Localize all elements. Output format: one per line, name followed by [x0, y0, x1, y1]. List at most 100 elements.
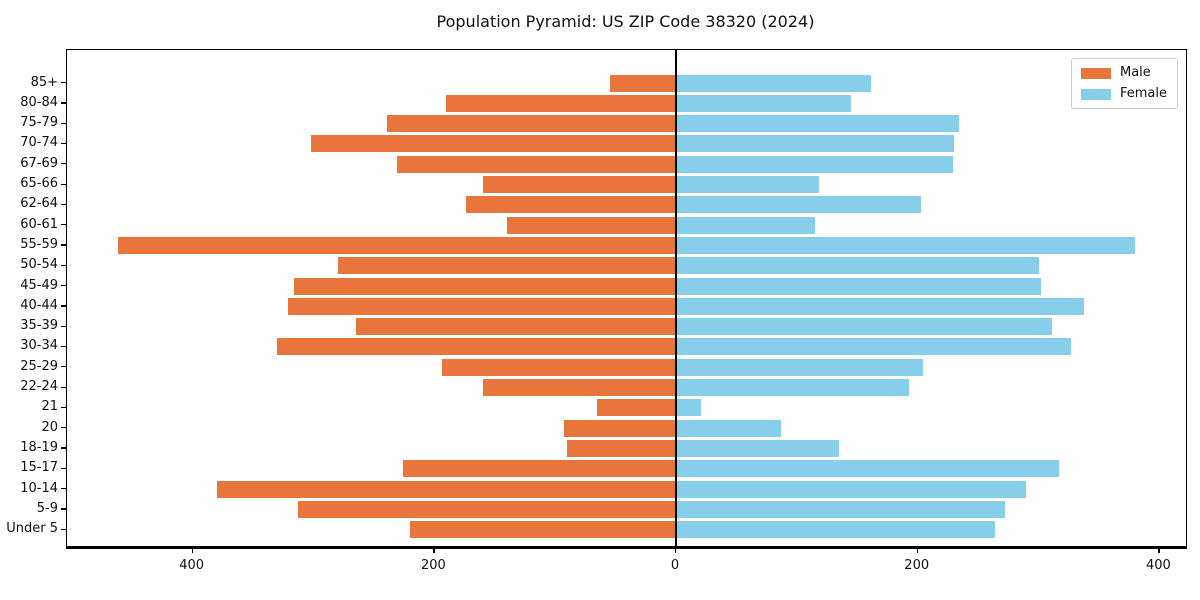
chart-title: Population Pyramid: US ZIP Code 38320 (2… — [436, 12, 815, 31]
xtick-mark — [191, 548, 193, 553]
bar-female-18-19 — [676, 439, 840, 457]
ytick-label-25-29: 25-29 — [20, 358, 58, 374]
ytick-mark — [61, 224, 66, 226]
bar-female-67-69 — [676, 155, 953, 173]
ytick-label-18-19: 18-19 — [20, 439, 58, 455]
ytick-mark — [61, 203, 66, 206]
ytick-label-62-64: 62-64 — [20, 196, 58, 212]
bar-male-25-29 — [441, 358, 677, 376]
ytick-mark — [61, 122, 66, 124]
ytick-label-10-14: 10-14 — [20, 480, 58, 496]
bar-female-85+ — [676, 74, 871, 92]
ytick-mark — [61, 163, 66, 165]
xtick-mark — [675, 548, 677, 553]
ytick-label-65-66: 65-66 — [20, 176, 58, 191]
bar-male-10-14 — [216, 480, 677, 498]
xtick-mark — [916, 548, 919, 553]
female-swatch-icon — [1080, 88, 1111, 100]
bar-female-45-49 — [676, 277, 1041, 295]
bar-male-75-79 — [387, 115, 677, 133]
bar-male-60-61 — [506, 216, 677, 234]
ytick-label-60-61: 60-61 — [20, 216, 58, 232]
bar-male-22-24 — [482, 379, 677, 396]
bar-male-65-66 — [482, 176, 677, 193]
legend-label-male: Male — [1119, 65, 1151, 80]
ytick-mark — [61, 427, 66, 429]
ytick-label-45-49: 45-49 — [20, 277, 58, 293]
ytick-mark — [61, 82, 66, 84]
ytick-mark — [61, 366, 66, 368]
bar-female-70-74 — [676, 135, 954, 153]
bar-female-21 — [676, 399, 702, 417]
bar-female-80-84 — [676, 94, 852, 112]
bar-male-5-9 — [297, 500, 677, 518]
ytick-label-85+: 85+ — [30, 74, 58, 90]
xtick-mark — [1158, 548, 1160, 553]
ytick-label-5-9: 5-9 — [36, 500, 58, 516]
ytick-mark — [61, 264, 66, 266]
bar-male-40-44 — [288, 297, 677, 315]
ytick-mark — [61, 488, 66, 490]
plot-area: Male Female — [66, 49, 1187, 549]
bar-female-35-39 — [676, 318, 1052, 336]
xtick-label-400: 400 — [179, 558, 205, 573]
ytick-label-35-39: 35-39 — [20, 318, 58, 334]
legend: Male Female — [1070, 58, 1178, 109]
xtick-label-400: 400 — [1145, 558, 1171, 573]
bar-male-50-54 — [337, 257, 677, 275]
bar-male-20 — [563, 419, 677, 437]
ytick-mark — [61, 142, 66, 145]
ytick-mark — [61, 102, 66, 104]
bar-female-10-14 — [676, 480, 1027, 498]
ytick-mark — [61, 325, 66, 327]
ytick-label-80-84: 80-84 — [20, 94, 58, 110]
ytick-label-30-34: 30-34 — [20, 338, 58, 354]
ytick-label-20: 20 — [41, 419, 58, 435]
ytick-mark — [61, 345, 66, 348]
ytick-label-under-5: Under 5 — [6, 521, 58, 537]
ytick-mark — [61, 386, 66, 388]
bar-male-15-17 — [402, 460, 677, 478]
legend-entry-female: Female — [1080, 86, 1167, 101]
bar-female-40-44 — [676, 297, 1085, 315]
ytick-mark — [61, 447, 66, 449]
ytick-mark — [61, 285, 66, 287]
legend-label-female: Female — [1119, 86, 1167, 101]
bar-female-25-29 — [676, 358, 923, 376]
bar-female-30-34 — [676, 338, 1072, 356]
bar-male-55-59 — [117, 236, 677, 254]
ytick-label-67-69: 67-69 — [20, 155, 58, 171]
bar-female-62-64 — [676, 196, 922, 214]
xtick-label-0: 0 — [670, 558, 680, 573]
ytick-mark — [61, 528, 66, 530]
bar-male-21 — [597, 399, 677, 417]
ytick-label-55-59: 55-59 — [20, 236, 58, 252]
bar-female-15-17 — [676, 460, 1060, 478]
ytick-mark — [61, 467, 66, 469]
ytick-label-75-79: 75-79 — [20, 115, 58, 131]
legend-entry-male: Male — [1080, 65, 1167, 80]
ytick-mark — [61, 508, 66, 510]
bar-male-80-84 — [446, 94, 677, 112]
ytick-label-50-54: 50-54 — [20, 257, 58, 273]
xtick-mark — [433, 548, 435, 553]
ytick-mark — [61, 183, 66, 185]
ytick-mark — [61, 305, 66, 307]
bar-female-65-66 — [676, 176, 819, 193]
bar-male-62-64 — [465, 196, 677, 214]
bar-female-75-79 — [676, 115, 959, 133]
ytick-mark — [61, 244, 66, 246]
ytick-label-40-44: 40-44 — [20, 297, 58, 313]
ytick-label-22-24: 22-24 — [20, 379, 58, 394]
bar-male-67-69 — [396, 155, 677, 173]
zero-axis-line — [675, 50, 678, 546]
ytick-label-15-17: 15-17 — [20, 460, 58, 476]
ytick-label-70-74: 70-74 — [20, 135, 58, 151]
bar-male-45-49 — [294, 277, 677, 295]
bar-male-under-5 — [410, 521, 677, 539]
bar-female-under-5 — [676, 521, 996, 539]
bar-male-70-74 — [311, 135, 677, 153]
xtick-label-200: 200 — [904, 558, 930, 573]
bar-male-35-39 — [355, 318, 677, 336]
